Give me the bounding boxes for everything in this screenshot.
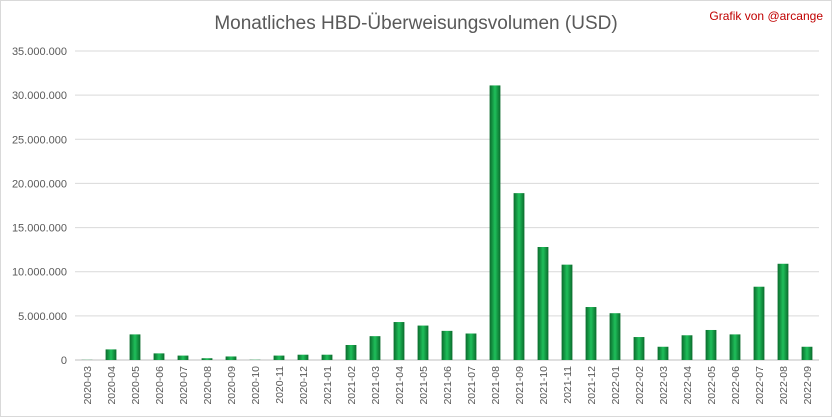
bar-2020-08 xyxy=(201,358,213,360)
x-tick-label: 2020-07 xyxy=(178,366,190,405)
bar-2021-07 xyxy=(465,333,477,360)
y-tick-label: 30.000.000 xyxy=(12,90,67,102)
y-tick-label: 25.000.000 xyxy=(12,134,67,146)
x-tick-label: 2021-11 xyxy=(562,366,574,404)
chart-title: Monatliches HBD-Überweisungsvolumen (USD… xyxy=(214,13,618,34)
bar-2020-04 xyxy=(105,349,117,360)
y-tick-label: 5.000.000 xyxy=(18,311,67,323)
x-tick-label: 2022-06 xyxy=(730,366,742,405)
bar-2020-11 xyxy=(273,355,285,360)
bar-2022-09 xyxy=(801,346,813,360)
bar-2020-09 xyxy=(225,356,237,360)
bar-2022-07 xyxy=(753,286,765,360)
x-tick-label: 2021-06 xyxy=(442,366,454,405)
bar-2020-06 xyxy=(153,353,165,360)
chart-credit: Grafik von @arcange xyxy=(709,9,823,23)
y-tick-label: 15.000.000 xyxy=(12,223,67,235)
bar-2020-05 xyxy=(129,334,141,360)
bar-2022-05 xyxy=(705,329,717,360)
x-tick-label: 2022-05 xyxy=(706,366,718,405)
bar-2022-03 xyxy=(657,346,669,360)
x-tick-label: 2021-04 xyxy=(394,366,406,405)
x-tick-label: 2021-03 xyxy=(370,366,382,405)
bar-2021-04 xyxy=(393,322,405,360)
y-axis: 0 5.000.000 10.000.000 15.000.000 20.000.000… xyxy=(12,46,67,367)
x-tick-label: 2021-12 xyxy=(586,366,598,405)
x-tick-label: 2021-08 xyxy=(490,366,502,405)
x-axis: 2020-03 2020-04 2020-05 2020-06 2020-07 2020-… xyxy=(82,366,814,405)
bar-2021-06 xyxy=(441,330,453,360)
bar-2021-05 xyxy=(417,325,429,360)
bar-2021-08 xyxy=(489,85,501,360)
x-tick-label: 2020-05 xyxy=(130,366,142,405)
x-tick-label: 2021-09 xyxy=(514,366,526,405)
bar-2020-07 xyxy=(177,355,189,360)
bar-2021-01 xyxy=(321,354,333,360)
y-tick-label: 0 xyxy=(61,355,67,367)
bar-2021-09 xyxy=(513,193,525,360)
bar-2022-01 xyxy=(609,313,621,360)
x-tick-label: 2020-10 xyxy=(250,366,262,405)
bar-2022-06 xyxy=(729,334,741,360)
x-tick-label: 2021-05 xyxy=(418,366,430,405)
x-tick-label: 2021-02 xyxy=(346,366,358,405)
x-tick-label: 2022-01 xyxy=(610,366,622,405)
x-tick-label: 2020-04 xyxy=(106,366,118,405)
x-tick-label: 2022-09 xyxy=(802,366,814,405)
bar-2022-02 xyxy=(633,337,645,360)
y-tick-label: 35.000.000 xyxy=(12,46,67,58)
x-tick-label: 2020-06 xyxy=(154,366,166,405)
x-tick-label: 2020-09 xyxy=(226,366,238,405)
x-tick-label: 2021-01 xyxy=(322,366,334,405)
x-tick-label: 2022-08 xyxy=(778,366,790,405)
x-tick-label: 2020-12 xyxy=(298,366,310,405)
gridlines xyxy=(75,50,819,361)
bar-2021-02 xyxy=(345,344,357,360)
bar-2022-08 xyxy=(777,263,789,360)
x-tick-label: 2022-03 xyxy=(658,366,670,405)
x-tick-label: 2022-07 xyxy=(754,366,766,405)
x-tick-label: 2022-04 xyxy=(682,366,694,405)
bar-2021-03 xyxy=(369,336,381,360)
x-tick-label: 2020-11 xyxy=(274,366,286,404)
y-tick-label: 20.000.000 xyxy=(12,178,67,190)
bar-2022-04 xyxy=(681,335,693,360)
y-tick-label: 10.000.000 xyxy=(12,267,67,279)
bar-2021-10 xyxy=(537,246,549,360)
x-tick-label: 2021-07 xyxy=(466,366,478,405)
bar-2021-12 xyxy=(585,307,597,360)
x-tick-label: 2021-10 xyxy=(538,366,550,405)
x-tick-label: 2020-08 xyxy=(202,366,214,405)
x-tick-label: 2022-02 xyxy=(634,366,646,405)
x-tick-label: 2020-03 xyxy=(82,366,94,405)
bar-2020-12 xyxy=(297,354,309,360)
bar-2021-11 xyxy=(561,264,573,360)
bars xyxy=(81,85,813,360)
